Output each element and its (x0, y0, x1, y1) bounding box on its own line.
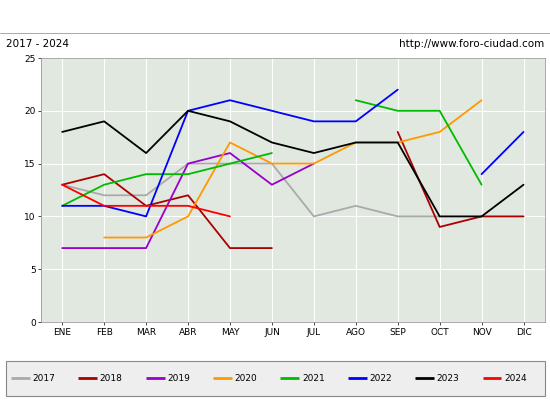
Text: 2017 - 2024: 2017 - 2024 (6, 39, 69, 49)
Text: 2018: 2018 (100, 374, 123, 383)
Text: Evolucion del paro registrado en Cinctorres: Evolucion del paro registrado en Cinctor… (117, 10, 433, 24)
Text: 2021: 2021 (302, 374, 324, 383)
Text: 2023: 2023 (437, 374, 459, 383)
Text: http://www.foro-ciudad.com: http://www.foro-ciudad.com (399, 39, 544, 49)
Text: 2020: 2020 (235, 374, 257, 383)
Text: 2022: 2022 (370, 374, 392, 383)
Text: 2019: 2019 (167, 374, 190, 383)
Text: 2024: 2024 (504, 374, 527, 383)
Text: 2017: 2017 (32, 374, 56, 383)
